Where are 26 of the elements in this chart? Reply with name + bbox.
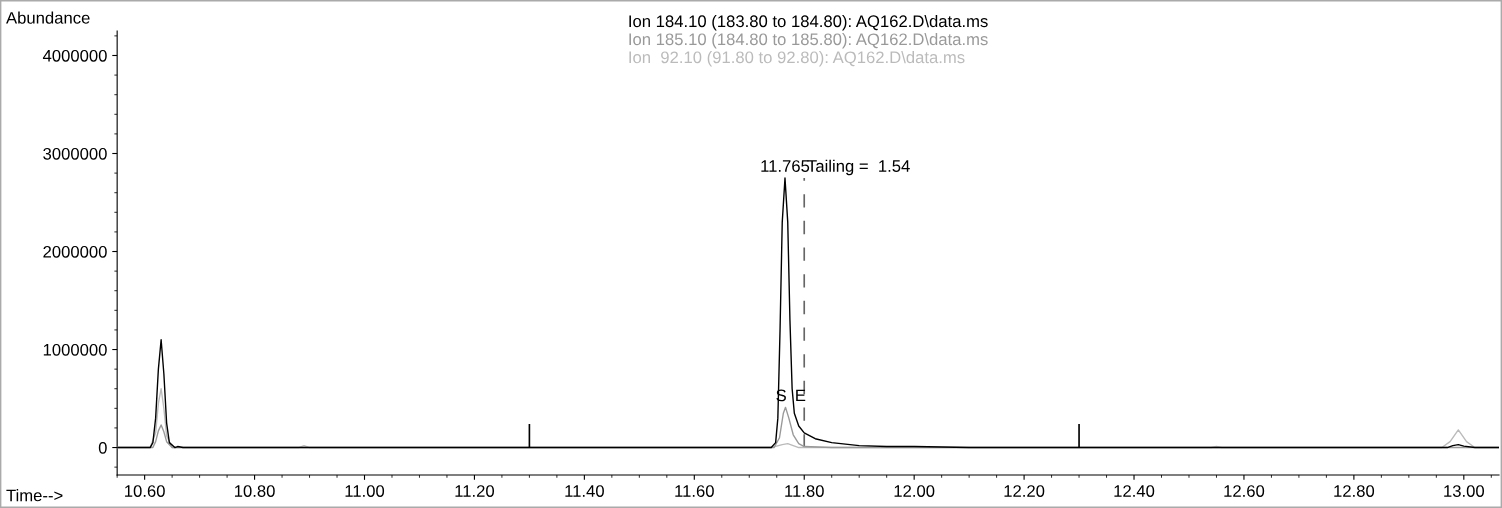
y-tick-label: 2000000 <box>43 245 107 258</box>
annotation: E <box>796 389 806 402</box>
x-tick-label: 11.00 <box>345 485 385 497</box>
y-tick-label: 3000000 <box>43 147 107 160</box>
x-tick-label: 11.20 <box>455 485 495 497</box>
x-tick-label: 12.40 <box>1114 485 1155 497</box>
y-tick-label: 4000000 <box>42 49 107 62</box>
x-tick-label: 11.60 <box>675 485 714 497</box>
x-tick-label: 13.00 <box>1444 485 1485 497</box>
annotation: Tailing = 1.54 <box>807 159 910 176</box>
x-axis-title: Time--> <box>6 489 63 502</box>
y-tick-label: 1000000 <box>43 343 107 356</box>
x-tick-label: 12.20 <box>1004 485 1045 497</box>
x-tick-label: 12.80 <box>1334 485 1375 497</box>
x-tick-label: 10.80 <box>234 485 275 497</box>
x-tick-label: 12.00 <box>894 485 935 497</box>
x-tick-label: 12.60 <box>1224 485 1265 497</box>
text: Ion 185.10 (184.80 to 185.80): AQ162.D\data.ms <box>629 32 988 49</box>
y-tick-label: 0 <box>98 441 107 454</box>
text: Ion 92.10 (91.80 to 92.80): AQ162.D\data.ms <box>629 50 965 67</box>
x-tick-label: 11.40 <box>565 485 604 497</box>
x-tick-label: 11.80 <box>785 485 824 497</box>
text: Ion 184.10 (183.80 to 184.80): AQ162.D\data.ms <box>629 14 988 31</box>
x-tick-label: 10.60 <box>125 485 165 497</box>
y-axis-title: Abundance <box>6 11 90 24</box>
annotation: 11.765 <box>761 160 810 172</box>
